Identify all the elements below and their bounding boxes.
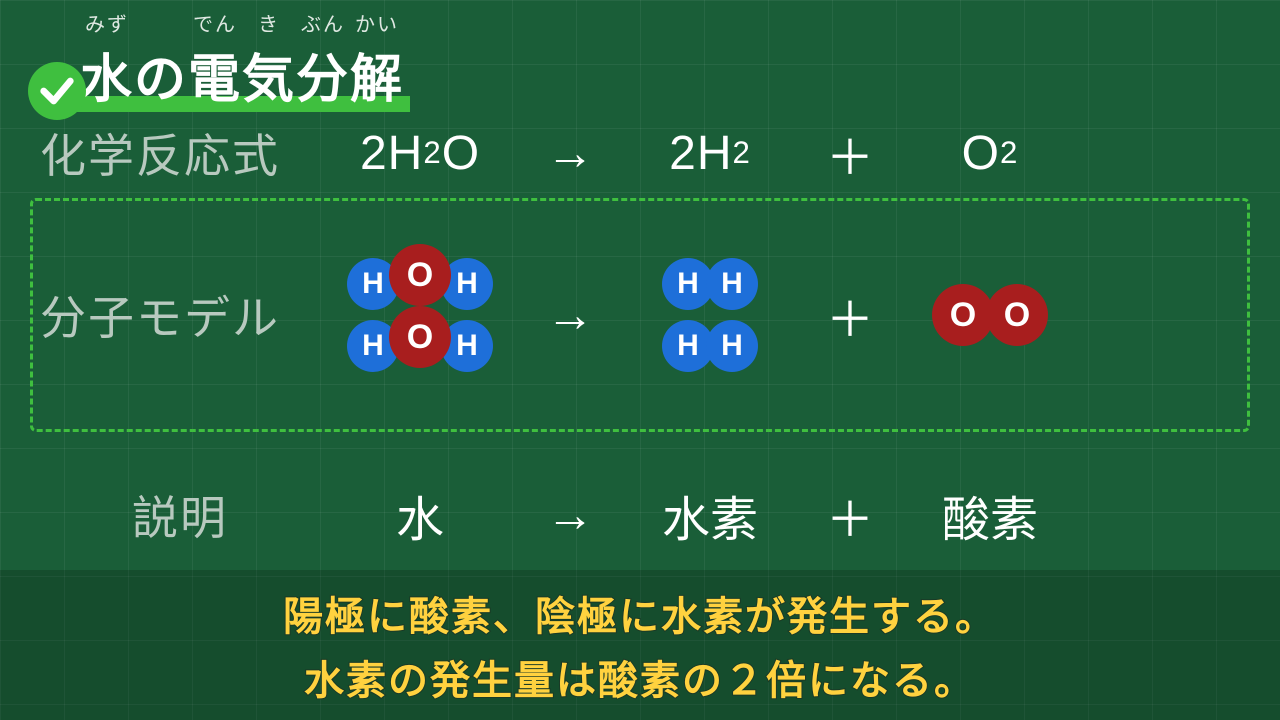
title-text: 水 の 電 気 分 解 bbox=[80, 37, 404, 112]
footer-line-1: 陽極に酸素、陰極に水素が発生する。 bbox=[283, 584, 997, 642]
title-ruby: みず でん き ぶん かい bbox=[80, 8, 404, 37]
explain-rhs2: 酸素 bbox=[900, 480, 1080, 550]
row-equation-label: 化学反応式 bbox=[40, 120, 320, 186]
eq-rhs2: O2 bbox=[900, 126, 1080, 181]
explain-lhs: 水 bbox=[320, 480, 520, 550]
row-model: 分子モデル H O H H O H → H H bbox=[40, 210, 1240, 420]
atom-h: H bbox=[706, 320, 758, 372]
model-plus: ＋ bbox=[800, 280, 900, 350]
check-icon bbox=[28, 62, 86, 120]
model-arrow: → bbox=[520, 288, 620, 343]
eq-plus: ＋ bbox=[800, 118, 900, 188]
explain-plus: ＋ bbox=[800, 480, 900, 550]
model-h2: H H H H bbox=[620, 258, 800, 372]
row-explain-label: 説明 bbox=[40, 482, 320, 548]
row-model-label: 分子モデル bbox=[40, 282, 320, 348]
footer-caption: 陽極に酸素、陰極に水素が発生する。 水素の発生量は酸素の２倍になる。 bbox=[0, 570, 1280, 720]
atom-o: O bbox=[389, 244, 451, 306]
explain-arrow: → bbox=[520, 488, 620, 543]
row-equation: 化学反応式 2H2O → 2H2 ＋ O2 bbox=[40, 118, 1240, 188]
model-water: H O H H O H bbox=[320, 258, 520, 372]
atom-o: O bbox=[389, 306, 451, 368]
atom-o: O bbox=[986, 284, 1048, 346]
footer-line-2: 水素の発生量は酸素の２倍になる。 bbox=[304, 648, 976, 706]
page-title: みず でん き ぶん かい 水 の 電 気 分 解 bbox=[28, 8, 404, 114]
eq-arrow: → bbox=[520, 126, 620, 181]
eq-lhs: 2H2O bbox=[320, 126, 520, 181]
eq-rhs1: 2H2 bbox=[620, 126, 800, 181]
atom-h: H bbox=[706, 258, 758, 310]
row-explain: 説明 水 → 水素 ＋ 酸素 bbox=[40, 480, 1240, 550]
explain-rhs1: 水素 bbox=[620, 480, 800, 550]
model-o2: O O bbox=[900, 284, 1080, 346]
atom-o: O bbox=[932, 284, 994, 346]
